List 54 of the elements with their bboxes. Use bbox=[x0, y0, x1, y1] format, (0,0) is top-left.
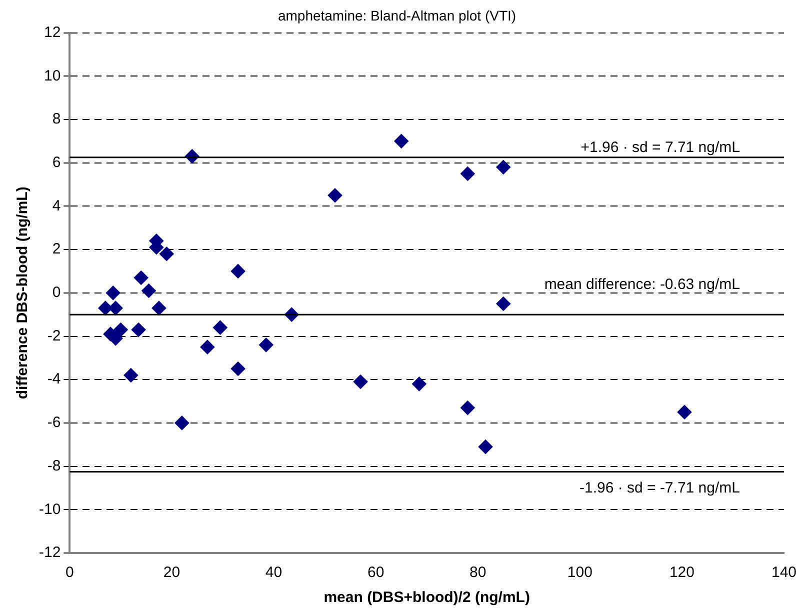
y-tick-label: -10 bbox=[38, 500, 61, 518]
x-tick-label: 80 bbox=[470, 564, 486, 582]
x-tick-label: 120 bbox=[669, 564, 694, 582]
annotation: +1.96 · sd = 7.71 ng/mL bbox=[580, 139, 740, 156]
y-tick-label: 2 bbox=[52, 240, 61, 258]
point bbox=[108, 301, 123, 316]
point bbox=[412, 376, 426, 391]
point bbox=[134, 270, 148, 285]
chart-title: amphetamine: Bland-Altman plot (VTI) bbox=[278, 7, 516, 24]
point bbox=[354, 374, 368, 389]
y-tick-label: -12 bbox=[38, 544, 61, 562]
x-tick-label: 20 bbox=[163, 564, 180, 582]
point bbox=[142, 284, 156, 298]
point bbox=[132, 322, 146, 337]
y-tick-label: 12 bbox=[44, 24, 61, 41]
x-tick-label: 40 bbox=[265, 564, 282, 582]
x-tick-label: 0 bbox=[66, 564, 74, 582]
x-tick-label: 100 bbox=[567, 564, 592, 582]
point bbox=[678, 405, 692, 420]
point bbox=[124, 368, 138, 382]
y-tick-label: 10 bbox=[44, 67, 61, 84]
point bbox=[98, 301, 112, 316]
y-tick-label: -6 bbox=[47, 414, 61, 432]
point bbox=[478, 440, 493, 454]
point bbox=[160, 246, 174, 261]
x-tick-label: 140 bbox=[771, 564, 797, 582]
x-axis-title: mean (DBS+blood)/2 (ng/mL) bbox=[324, 589, 530, 606]
y-tick-label: 0 bbox=[52, 284, 61, 302]
point bbox=[460, 400, 475, 415]
point bbox=[231, 264, 246, 278]
y-tick-label: 6 bbox=[52, 154, 61, 171]
point bbox=[213, 320, 228, 335]
point bbox=[259, 338, 274, 352]
annotation: mean difference: -0.63 ng/mL bbox=[544, 276, 740, 294]
x-tick-label: 60 bbox=[367, 564, 384, 582]
point bbox=[460, 166, 475, 181]
y-axis-title: difference DBS-blood (ng/mL) bbox=[14, 186, 32, 400]
point bbox=[496, 296, 510, 311]
point bbox=[114, 322, 128, 337]
point bbox=[200, 340, 214, 354]
point bbox=[174, 416, 189, 430]
point bbox=[328, 188, 342, 202]
y-tick-label: 4 bbox=[52, 197, 61, 214]
y-tick-label: -8 bbox=[47, 457, 61, 474]
annotation: -1.96 · sd = -7.71 ng/mL bbox=[579, 479, 740, 496]
y-tick-label: 8 bbox=[52, 110, 61, 128]
point bbox=[108, 331, 123, 346]
point bbox=[394, 134, 408, 148]
point bbox=[106, 286, 120, 300]
y-tick-label: -2 bbox=[47, 327, 61, 344]
y-tick-label: -4 bbox=[47, 370, 61, 388]
point bbox=[152, 301, 166, 316]
point bbox=[231, 362, 246, 376]
point bbox=[496, 160, 510, 174]
